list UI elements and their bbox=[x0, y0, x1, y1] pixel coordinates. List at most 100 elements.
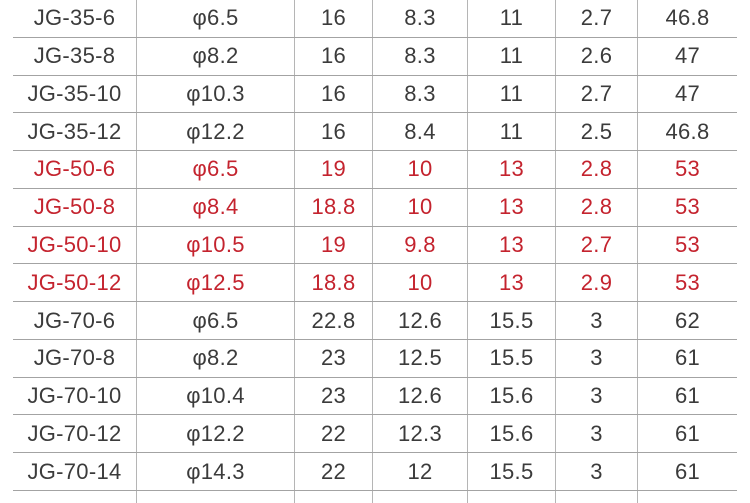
cell-model: JG-50-10 bbox=[13, 226, 137, 264]
table-row: JG-50-8 φ8.4 18.8 10 13 2.8 53 bbox=[13, 188, 737, 227]
table-row: JG-50-12 φ12.5 18.8 10 13 2.9 53 bbox=[13, 264, 737, 303]
table-cell: 10 bbox=[373, 264, 468, 302]
cell-model: JG-35-8 bbox=[13, 37, 137, 75]
table-cell: 13 bbox=[468, 264, 556, 302]
table-cell: 10 bbox=[373, 188, 468, 226]
table-row: JG-35-10 φ10.3 16 8.3 11 2.7 47 bbox=[13, 75, 737, 114]
table-cell: 61 bbox=[674, 345, 701, 371]
table-row: JG-70-6 φ6.5 22.8 12.6 15.5 3 62 bbox=[13, 302, 737, 340]
cell-model: JG-70-14 bbox=[13, 453, 137, 490]
cell-model: JG-50-8 bbox=[13, 188, 137, 226]
cell-model: JG-50-6 bbox=[13, 151, 137, 188]
table-cell: 53 bbox=[674, 156, 701, 182]
table-cell bbox=[295, 490, 373, 503]
table-cell: 15.6 bbox=[468, 377, 556, 415]
table-cell: 16 bbox=[295, 113, 373, 151]
table-cell: 3 bbox=[556, 453, 638, 490]
table-cell: 8.3 bbox=[373, 37, 468, 75]
table-cell: 61 bbox=[674, 383, 701, 409]
table-cell: 2.6 bbox=[556, 37, 638, 75]
table-cell: 22 bbox=[295, 453, 373, 490]
table-cell: 15.5 bbox=[468, 339, 556, 377]
table-cell: 15.5 bbox=[468, 302, 556, 339]
table-cell: 3 bbox=[556, 377, 638, 415]
spec-table: JG-35-6 φ6.5 16 8.3 11 2.7 46.8 JG-35-8 φ8.2 16 8.… bbox=[13, 0, 737, 503]
table-cell: φ10.5 bbox=[137, 226, 295, 264]
table-cell: φ6.5 bbox=[137, 151, 295, 188]
cell-model: JG-35-12 bbox=[13, 113, 137, 151]
table-cell bbox=[468, 490, 556, 503]
table-row: JG-50-10 φ10.5 19 9.8 13 2.7 53 bbox=[13, 226, 737, 265]
table-cell: 18.8 bbox=[295, 188, 373, 226]
table-cell: 13 bbox=[468, 151, 556, 188]
table-cell: 62 bbox=[674, 307, 701, 333]
table-cell: 8.3 bbox=[373, 75, 468, 113]
table-cell: 13 bbox=[468, 188, 556, 226]
table-cell: 12 bbox=[373, 453, 468, 490]
table-cell: 11 bbox=[468, 113, 556, 151]
table-cell: 23 bbox=[295, 339, 373, 377]
cell-model: JG-50-12 bbox=[13, 264, 137, 302]
table-cell: 2.9 bbox=[556, 264, 638, 302]
table-cell: 46.8 bbox=[665, 118, 710, 144]
table-cell bbox=[373, 490, 468, 503]
table-cell: 23 bbox=[295, 377, 373, 415]
table-cell bbox=[137, 490, 295, 503]
table-cell: φ8.2 bbox=[137, 339, 295, 377]
table-cell: 2.8 bbox=[556, 151, 638, 188]
table-cell: 46.8 bbox=[665, 5, 710, 31]
table-cell: 18.8 bbox=[295, 264, 373, 302]
table-cell: 19 bbox=[295, 151, 373, 188]
table-cell: 3 bbox=[556, 415, 638, 453]
table-cell: 13 bbox=[468, 226, 556, 264]
table-cell: 2.7 bbox=[556, 75, 638, 113]
table-cell: 22.8 bbox=[295, 302, 373, 339]
table-row: JG-35-6 φ6.5 16 8.3 11 2.7 46.8 bbox=[13, 0, 737, 38]
table-cell: 10 bbox=[373, 151, 468, 188]
table-cell: 22 bbox=[295, 415, 373, 453]
table-row: JG-35-8 φ8.2 16 8.3 11 2.6 47 bbox=[13, 37, 737, 76]
table-cell: 2.5 bbox=[556, 113, 638, 151]
table-row: JG-70-14 φ14.3 22 12 15.5 3 61 bbox=[13, 453, 737, 491]
table-cell: 12.3 bbox=[373, 415, 468, 453]
table-cell: 11 bbox=[468, 37, 556, 75]
table-cell: 15.5 bbox=[468, 453, 556, 490]
table-cell: 61 bbox=[674, 420, 701, 446]
table-cell: 53 bbox=[674, 231, 701, 257]
table-cell: φ12.2 bbox=[137, 415, 295, 453]
table-cell bbox=[556, 490, 638, 503]
table-cell: 3 bbox=[556, 302, 638, 339]
table-row-partial bbox=[13, 490, 737, 503]
table-cell: 53 bbox=[674, 269, 701, 295]
table-cell: φ8.2 bbox=[137, 37, 295, 75]
table-row: JG-70-10 φ10.4 23 12.6 15.6 3 61 bbox=[13, 377, 737, 416]
table-cell: 16 bbox=[295, 0, 373, 37]
table-cell: 16 bbox=[295, 75, 373, 113]
table-cell bbox=[638, 491, 737, 503]
table-cell: 19 bbox=[295, 226, 373, 264]
table-cell: 61 bbox=[674, 458, 701, 484]
table-cell: φ10.3 bbox=[137, 75, 295, 113]
table-cell: 3 bbox=[556, 339, 638, 377]
table-cell: φ12.5 bbox=[137, 264, 295, 302]
table-cell: 9.8 bbox=[373, 226, 468, 264]
table-cell: 12.6 bbox=[373, 302, 468, 339]
table-cell: 47 bbox=[674, 43, 701, 69]
table-cell: 2.7 bbox=[556, 226, 638, 264]
table-cell: 2.7 bbox=[556, 0, 638, 37]
table-cell: 8.3 bbox=[373, 0, 468, 37]
table-cell: 11 bbox=[468, 0, 556, 37]
cell-model: JG-70-8 bbox=[13, 339, 137, 377]
table-cell: 16 bbox=[295, 37, 373, 75]
table-cell: 2.8 bbox=[556, 188, 638, 226]
table-cell: 15.6 bbox=[468, 415, 556, 453]
cell-model: JG-70-6 bbox=[13, 302, 137, 339]
table-cell: 47 bbox=[674, 80, 701, 106]
table-cell: 53 bbox=[674, 194, 701, 220]
table-cell: φ8.4 bbox=[137, 188, 295, 226]
table-cell bbox=[13, 490, 137, 503]
table-cell: φ6.5 bbox=[137, 0, 295, 37]
table-row: JG-50-6 φ6.5 19 10 13 2.8 53 bbox=[13, 151, 737, 189]
table-cell: φ14.3 bbox=[137, 453, 295, 490]
cell-model: JG-70-10 bbox=[13, 377, 137, 415]
